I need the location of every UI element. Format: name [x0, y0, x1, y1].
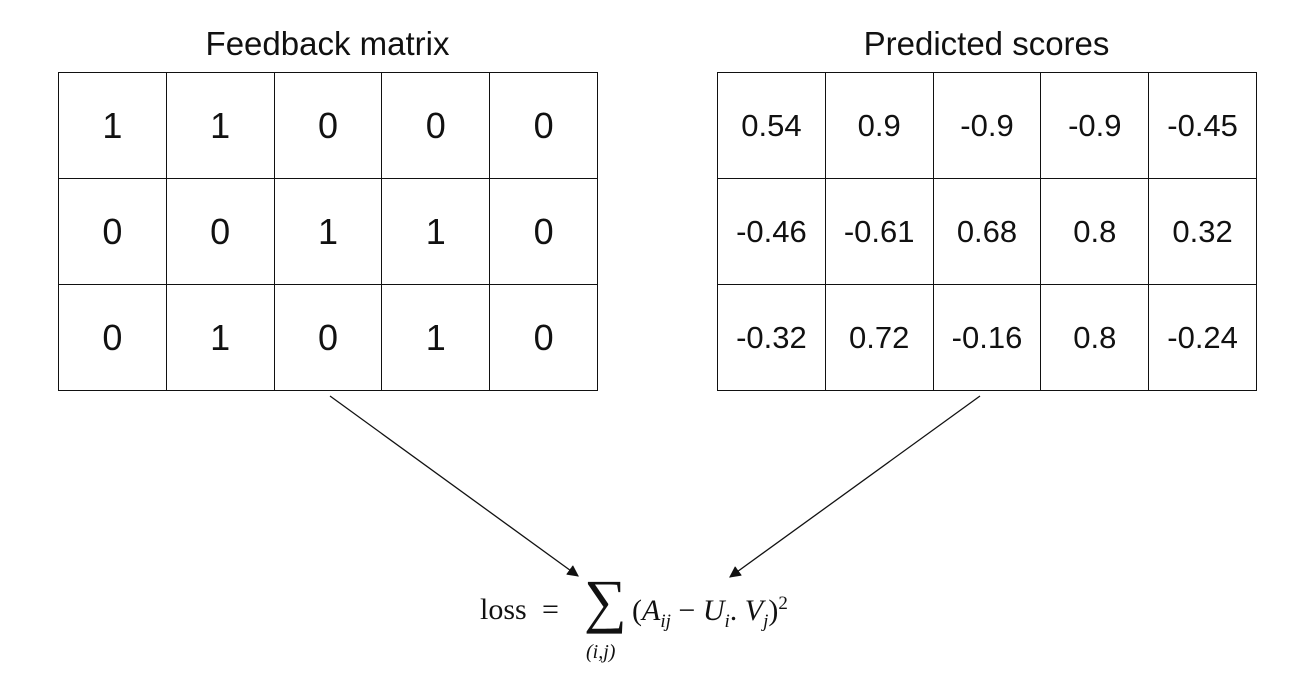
- table-row: -0.32 0.72 -0.16 0.8 -0.24: [717, 284, 1257, 391]
- score-cell: -0.24: [1148, 284, 1257, 391]
- a-subscript: ij: [660, 611, 671, 632]
- score-cell: -0.16: [932, 284, 1042, 391]
- term-open: (: [632, 594, 642, 627]
- feedback-matrix-title: Feedback matrix: [205, 25, 450, 62]
- symbol-v: V: [744, 594, 764, 627]
- matrix-cell: 0: [273, 284, 383, 391]
- formula-equals: =: [542, 593, 559, 626]
- score-cell: -0.9: [932, 72, 1042, 179]
- score-cell: 0.8: [1040, 284, 1150, 391]
- matrix-cell: 0: [165, 178, 275, 285]
- score-cell: 0.72: [824, 284, 934, 391]
- matrix-cell: 0: [58, 284, 167, 391]
- matrix-cell: 0: [489, 72, 598, 179]
- table-row: 0 0 1 1 0: [58, 178, 598, 285]
- v-subscript: j: [763, 611, 769, 632]
- matrix-cell: 1: [381, 284, 491, 391]
- feedback-matrix-table: 1 1 0 0 0 0 0 1 1 0 0 1 0 1 0: [58, 72, 598, 391]
- table-row: 0.54 0.9 -0.9 -0.9 -0.45: [717, 72, 1257, 179]
- score-cell: 0.32: [1148, 178, 1257, 285]
- table-row: 0 1 0 1 0: [58, 284, 598, 391]
- minus-sign: −: [670, 594, 703, 627]
- term-close: ): [768, 594, 779, 627]
- exponent: 2: [778, 593, 788, 614]
- loss-formula: loss = ∑ (i,j) (Aij − Ui. Vj)2: [480, 571, 860, 675]
- score-cell: -0.9: [1040, 72, 1150, 179]
- predicted-scores-title: Predicted scores: [863, 25, 1110, 62]
- formula-term: (Aij − Ui. Vj)2: [632, 593, 788, 633]
- matrix-cell: 0: [489, 178, 598, 285]
- predicted-scores-table: 0.54 0.9 -0.9 -0.9 -0.45 -0.46 -0.61 0.6…: [717, 72, 1257, 391]
- table-row: -0.46 -0.61 0.68 0.8 0.32: [717, 178, 1257, 285]
- score-cell: 0.8: [1040, 178, 1150, 285]
- sum-index: (i,j): [586, 641, 616, 663]
- right-arrow: [729, 395, 981, 578]
- formula-lhs: loss: [480, 593, 527, 626]
- u-subscript: i: [724, 611, 730, 632]
- score-cell: -0.32: [717, 284, 826, 391]
- sum-symbol: ∑: [584, 568, 627, 634]
- matrix-cell: 0: [273, 72, 383, 179]
- matrix-cell: 1: [381, 178, 491, 285]
- score-cell: -0.46: [717, 178, 826, 285]
- score-cell: -0.45: [1148, 72, 1257, 179]
- matrix-cell: 1: [58, 72, 167, 179]
- symbol-a: A: [642, 594, 661, 627]
- symbol-u: U: [702, 594, 725, 627]
- table-row: 1 1 0 0 0: [58, 72, 598, 179]
- matrix-cell: 1: [273, 178, 383, 285]
- matrix-cell: 1: [165, 284, 275, 391]
- dot-operator: .: [729, 594, 745, 627]
- matrix-cell: 0: [58, 178, 167, 285]
- score-cell: 0.9: [824, 72, 934, 179]
- matrix-cell: 0: [489, 284, 598, 391]
- left-arrow: [329, 395, 579, 577]
- score-cell: 0.54: [717, 72, 826, 179]
- matrix-cell: 1: [165, 72, 275, 179]
